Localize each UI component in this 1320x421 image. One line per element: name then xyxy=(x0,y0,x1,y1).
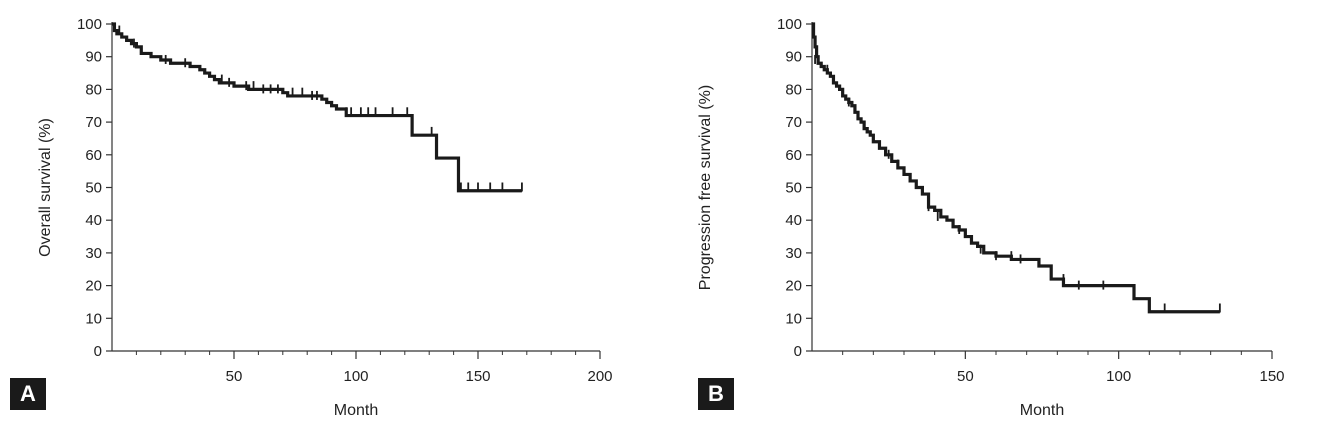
x-tick-label: 150 xyxy=(1259,368,1284,385)
x-tick-label: 50 xyxy=(226,368,243,385)
y-tick-label: 0 xyxy=(94,343,102,360)
y-tick-label: 80 xyxy=(785,81,802,98)
y-axis-title: Progression free survival (%) xyxy=(697,85,714,290)
y-tick-label: 80 xyxy=(85,81,102,98)
x-tick-label: 150 xyxy=(465,368,490,385)
y-tick-label: 90 xyxy=(785,49,802,66)
progression-free-survival-chart: 0 10 20 30 40 50 60 70 80 90 100 50 100 150 Month Progr… xyxy=(697,16,1285,419)
y-axis-title: Overall survival (%) xyxy=(37,118,54,257)
y-tick-label: 10 xyxy=(785,310,802,327)
y-tick-label: 40 xyxy=(785,212,802,229)
y-tick-label: 100 xyxy=(77,16,102,33)
x-tick-label: 200 xyxy=(587,368,612,385)
y-tick-label: 20 xyxy=(785,278,802,295)
overall-survival-chart: 0 10 20 30 40 50 60 70 80 90 100 50 100 150 200 Month Ov… xyxy=(37,16,613,419)
y-tick-label: 90 xyxy=(85,49,102,66)
y-tick-label: 70 xyxy=(785,114,802,131)
panel-b: 0 10 20 30 40 50 60 70 80 90 100 50 100 150 Month Progr… xyxy=(660,0,1320,421)
y-tick-label: 10 xyxy=(85,310,102,327)
x-axis-title: Month xyxy=(334,402,378,419)
y-tick-label: 0 xyxy=(794,343,802,360)
x-tick-label: 50 xyxy=(957,368,974,385)
y-tick-label: 20 xyxy=(85,278,102,295)
panel-a: 0 10 20 30 40 50 60 70 80 90 100 50 100 150 200 Month Ov… xyxy=(0,0,640,421)
y-tick-label: 30 xyxy=(785,245,802,262)
y-tick-label: 30 xyxy=(85,245,102,262)
y-tick-label: 70 xyxy=(85,114,102,131)
y-tick-label: 60 xyxy=(785,147,802,164)
y-tick-label: 60 xyxy=(85,147,102,164)
x-axis-title: Month xyxy=(1020,402,1064,419)
survival-curve xyxy=(112,22,522,193)
y-tick-label: 40 xyxy=(85,212,102,229)
x-tick-label: 100 xyxy=(343,368,368,385)
panel-label-a: A xyxy=(10,378,46,410)
y-tick-label: 50 xyxy=(85,180,102,197)
y-tick-label: 50 xyxy=(785,180,802,197)
y-tick-label: 100 xyxy=(777,16,802,33)
x-tick-label: 100 xyxy=(1106,368,1131,385)
panel-label-b: B xyxy=(698,378,734,410)
survival-curve xyxy=(811,22,1220,314)
